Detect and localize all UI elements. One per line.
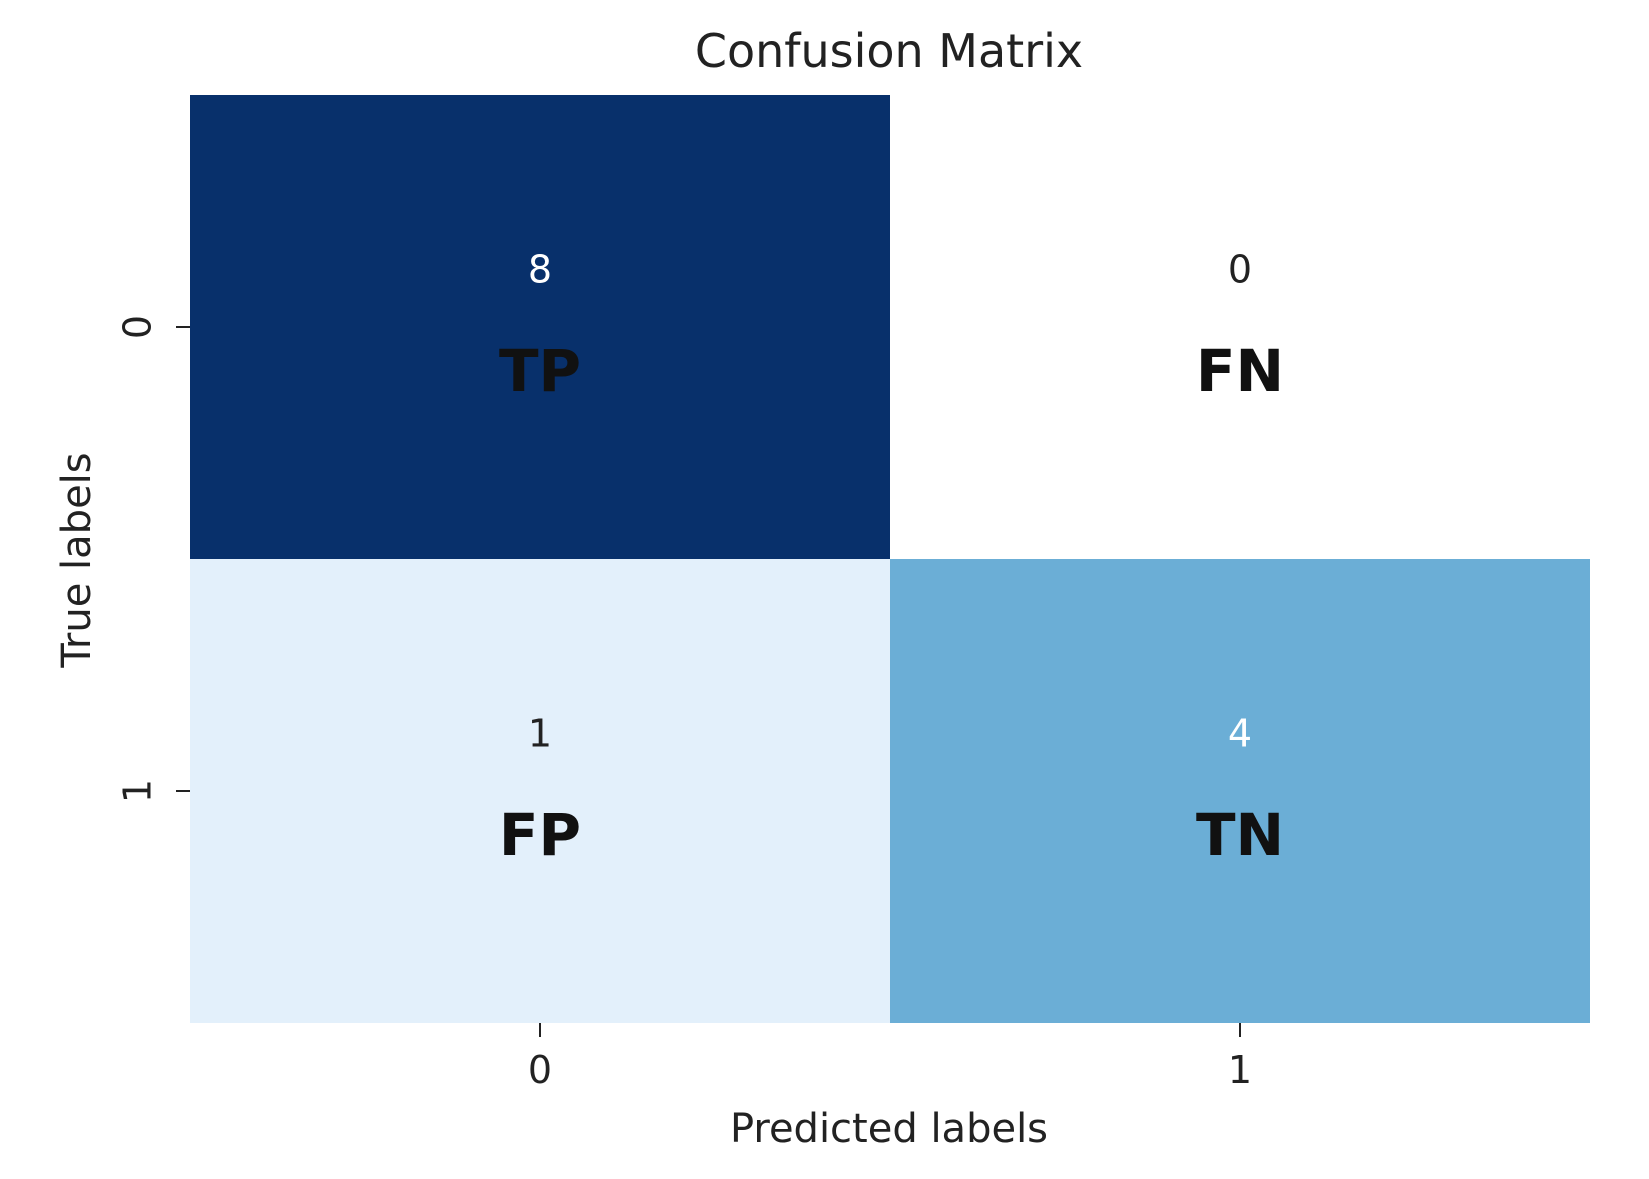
cell-class-label: TP <box>499 337 581 405</box>
cell-value-label: 8 <box>528 248 552 292</box>
x-tick-label: 0 <box>528 1048 552 1092</box>
y-tick-label: 0 <box>116 315 160 339</box>
heatmap-cell <box>890 95 1590 559</box>
axis-ticks: 0 1 0 1 <box>116 315 1253 1092</box>
cell-value-label: 0 <box>1228 248 1252 292</box>
heatmap-cell <box>190 559 890 1023</box>
heatmap-cell <box>890 559 1590 1023</box>
chart-title: Confusion Matrix <box>695 24 1083 78</box>
cell-value-label: 1 <box>528 712 552 756</box>
heatmap-cells: 8 TP 0 FN 1 FP 4 TN <box>190 95 1590 1023</box>
cell-value-label: 4 <box>1228 712 1252 756</box>
heatmap-cell <box>190 95 890 559</box>
y-tick-label: 1 <box>116 779 160 803</box>
x-tick-label: 1 <box>1228 1048 1252 1092</box>
cell-class-label: FP <box>499 801 581 869</box>
cell-class-label: FN <box>1196 337 1284 405</box>
x-axis-label: Predicted labels <box>730 1106 1048 1152</box>
y-axis-label: True labels <box>54 452 100 668</box>
cell-class-label: TN <box>1196 801 1284 869</box>
